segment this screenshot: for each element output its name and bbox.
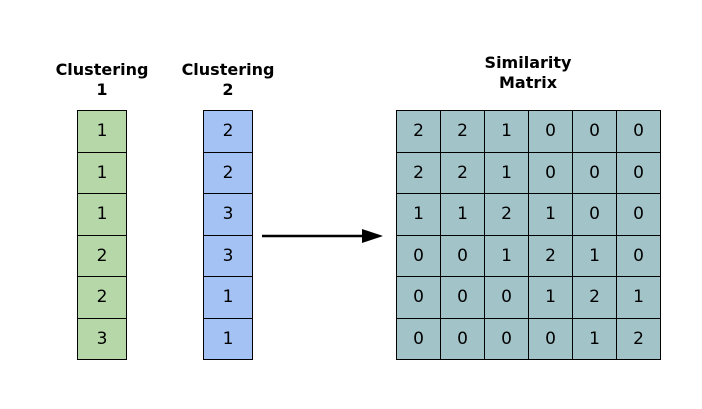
matrix-cell: 1 — [441, 194, 485, 236]
matrix-cell: 0 — [485, 318, 529, 360]
matrix-cell: 2 — [397, 111, 441, 153]
clustering-1-cell: 2 — [78, 235, 127, 277]
matrix-cell: 1 — [573, 318, 617, 360]
matrix-cell: 2 — [397, 152, 441, 194]
matrix-cell: 2 — [617, 318, 661, 360]
matrix-cell: 0 — [441, 235, 485, 277]
clustering-1-cell: 3 — [78, 318, 127, 360]
clustering-2-cell: 3 — [204, 194, 253, 236]
matrix-cell: 1 — [485, 235, 529, 277]
clustering-2-title-line2: 2 — [222, 80, 234, 99]
clustering-1-cell: 1 — [78, 194, 127, 236]
similarity-matrix-title-line1: Similarity — [484, 53, 572, 72]
matrix-cell: 0 — [573, 152, 617, 194]
matrix-cell: 0 — [617, 152, 661, 194]
clustering-1-cell: 2 — [78, 277, 127, 319]
matrix-cell: 1 — [529, 277, 573, 319]
matrix-cell: 0 — [573, 111, 617, 153]
clustering-2-cell: 2 — [204, 111, 253, 153]
clustering-2-title: Clustering 2 — [178, 60, 278, 100]
similarity-matrix-title-line2: Matrix — [498, 73, 558, 92]
clustering-2-cell: 3 — [204, 235, 253, 277]
matrix-cell: 0 — [441, 277, 485, 319]
matrix-cell: 0 — [617, 235, 661, 277]
matrix-cell: 0 — [397, 318, 441, 360]
matrix-cell: 1 — [485, 152, 529, 194]
matrix-cell: 0 — [397, 277, 441, 319]
matrix-cell: 1 — [573, 235, 617, 277]
matrix-cell: 2 — [485, 194, 529, 236]
matrix-cell: 2 — [573, 277, 617, 319]
matrix-cell: 1 — [485, 111, 529, 153]
clustering-1-title-line2: 1 — [96, 80, 108, 99]
matrix-cell: 1 — [617, 277, 661, 319]
matrix-cell: 0 — [485, 277, 529, 319]
matrix-cell: 2 — [529, 235, 573, 277]
matrix-cell: 0 — [441, 318, 485, 360]
matrix-cell: 0 — [529, 318, 573, 360]
clustering-2-cell: 1 — [204, 318, 253, 360]
clustering-1-cell: 1 — [78, 111, 127, 153]
matrix-cell: 0 — [617, 111, 661, 153]
matrix-cell: 1 — [397, 194, 441, 236]
clustering-2-cell: 2 — [204, 152, 253, 194]
matrix-cell: 0 — [617, 194, 661, 236]
similarity-matrix-title: Similarity Matrix — [468, 53, 588, 93]
clustering-1-title-line1: Clustering — [55, 60, 149, 79]
matrix-cell: 2 — [441, 152, 485, 194]
right-arrow-icon — [262, 229, 383, 243]
matrix-cell: 0 — [397, 235, 441, 277]
matrix-cell: 0 — [529, 152, 573, 194]
matrix-cell: 2 — [441, 111, 485, 153]
clustering-1-cell: 1 — [78, 152, 127, 194]
matrix-cell: 1 — [529, 194, 573, 236]
matrix-cell: 0 — [529, 111, 573, 153]
clustering-2-title-line1: Clustering — [181, 60, 275, 79]
clustering-2-cell: 1 — [204, 277, 253, 319]
clustering-1-title: Clustering 1 — [52, 60, 152, 100]
matrix-cell: 0 — [573, 194, 617, 236]
